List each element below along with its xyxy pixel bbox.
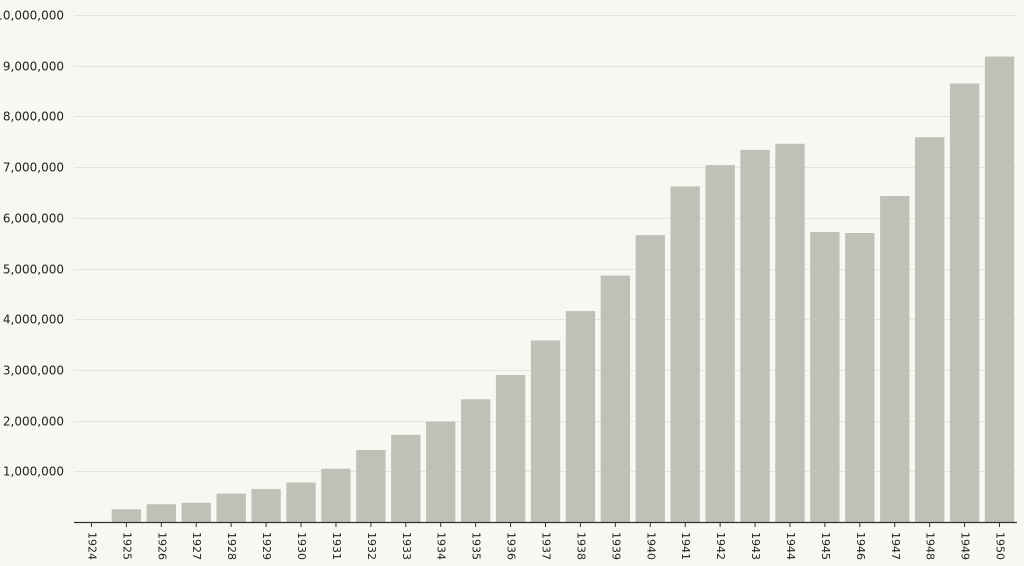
bar-1931 <box>321 468 351 522</box>
bar-1935 <box>460 399 491 522</box>
bar-1926 <box>146 504 176 522</box>
bar-1950 <box>984 56 1015 522</box>
x-tick-label: 1938 <box>574 532 587 560</box>
y-tick-label: 1,000,000 <box>3 465 64 479</box>
x-tick-label: 1930 <box>295 532 308 560</box>
bar-1925 <box>111 509 142 522</box>
bars <box>111 56 1015 523</box>
bar-1949 <box>949 83 980 522</box>
bar-1948 <box>915 137 945 522</box>
x-tick-label: 1926 <box>155 532 168 560</box>
y-axis-tick-labels: 1,000,000 2,000,000 3,000,000 4,000,000 5,00… <box>0 9 64 479</box>
y-tick-label: 6,000,000 <box>3 212 64 226</box>
bar-1936 <box>495 374 526 522</box>
y-tick-label: 4,000,000 <box>3 313 64 327</box>
bar-1940 <box>635 235 665 523</box>
bar-1945 <box>810 232 840 522</box>
x-tick-label: 1929 <box>260 532 273 560</box>
x-tick-label: 1950 <box>994 532 1007 560</box>
x-tick-label: 1933 <box>400 532 413 560</box>
y-tick-label: 2,000,000 <box>3 415 64 429</box>
x-tick-label: 1935 <box>470 532 483 560</box>
y-tick-label: 10,000,000 <box>0 9 64 23</box>
x-tick-label: 1947 <box>889 532 902 560</box>
grid-lines <box>74 15 1017 472</box>
x-tick-label: 1937 <box>540 532 553 560</box>
bar-1932 <box>356 450 386 522</box>
x-tick-label: 1941 <box>679 532 692 560</box>
axes <box>74 521 1017 527</box>
x-tick-label: 1942 <box>714 532 727 560</box>
x-tick-label: 1946 <box>854 532 867 560</box>
x-tick-label: 1940 <box>644 532 657 560</box>
x-tick-label: 1932 <box>365 532 378 560</box>
bar-1943 <box>740 149 770 523</box>
x-tick-label: 1944 <box>784 532 797 560</box>
bar-1937 <box>530 340 561 522</box>
bar-1941 <box>670 186 700 522</box>
y-tick-label: 5,000,000 <box>3 263 64 277</box>
x-tick-label: 1928 <box>225 532 238 560</box>
x-tick-label: 1943 <box>749 532 762 560</box>
x-tick-label: 1925 <box>120 532 133 560</box>
bar-1947 <box>880 196 910 522</box>
x-tick-label: 1948 <box>924 532 937 560</box>
x-tick-label: 1927 <box>190 532 203 560</box>
bar-1933 <box>391 434 421 522</box>
bar-1939 <box>600 275 631 522</box>
x-tick-label: 1936 <box>505 532 518 560</box>
bar-1929 <box>251 489 281 522</box>
bar-1934 <box>426 421 456 522</box>
bar-1942 <box>705 165 735 522</box>
bar-1927 <box>181 502 211 522</box>
y-tick-label: 3,000,000 <box>3 364 64 378</box>
x-tick-label: 1939 <box>609 532 622 560</box>
bar-1928 <box>216 493 246 522</box>
bar-1930 <box>286 482 316 522</box>
x-tick-label: 1945 <box>819 532 832 560</box>
y-tick-label: 7,000,000 <box>3 161 64 175</box>
y-tick-label: 9,000,000 <box>3 60 64 74</box>
bar-1938 <box>565 311 596 522</box>
x-axis-tick-labels: 1924 1925 1926 1927 1928 1929 1930 1931 1932 1933… <box>85 532 1006 560</box>
x-tick-label: 1934 <box>435 532 448 560</box>
x-tick-label: 1931 <box>330 532 343 560</box>
y-tick-label: 8,000,000 <box>3 110 64 124</box>
bar-1946 <box>845 233 875 522</box>
x-tick-label: 1924 <box>85 532 98 560</box>
x-tick-label: 1949 <box>959 532 972 560</box>
bar-1944 <box>775 143 805 522</box>
